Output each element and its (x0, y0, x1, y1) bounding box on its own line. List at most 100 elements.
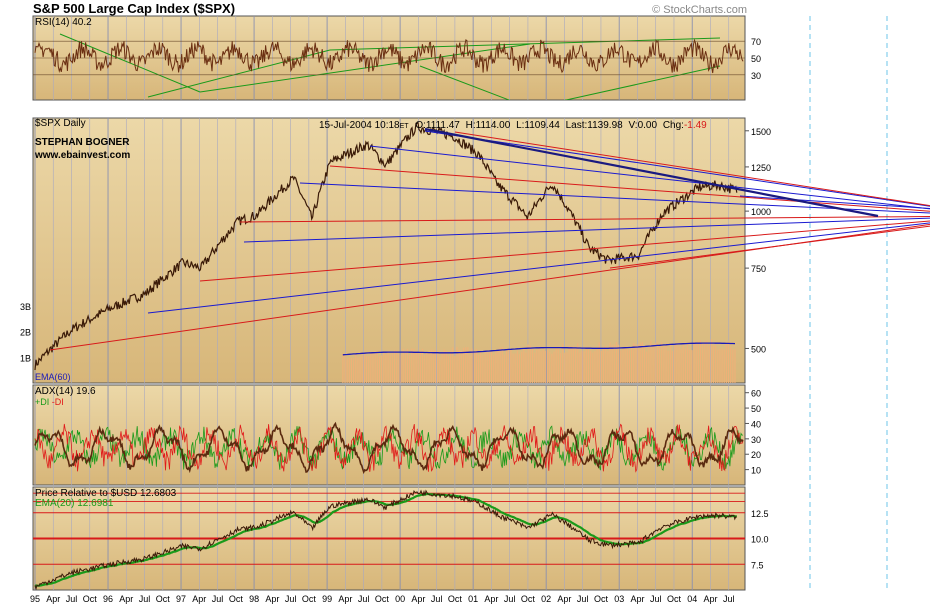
x-tick-label: 96 (103, 594, 113, 604)
rsi-line (34, 38, 744, 74)
rsi-tick-label: 50 (751, 54, 761, 64)
relative-tick-label: 10.0 (751, 535, 769, 545)
x-tick-label: Oct (521, 594, 536, 604)
price-axis: 1500 1250 1000 750 500 (745, 127, 771, 354)
rsi-trendline (329, 37, 721, 51)
red-trendline (609, 225, 930, 269)
x-tick-label: 02 (541, 594, 551, 604)
red-trendline (199, 220, 930, 282)
chart-title: S&P 500 Large Cap Index ($SPX) (33, 1, 235, 16)
relative-tick-label: 7.5 (751, 560, 764, 570)
x-tick-label: Jul (504, 594, 516, 604)
relative-levels: 12.5 10.0 7.5 (33, 492, 769, 570)
blue-trendline (299, 182, 930, 214)
relative-label: Price Relative to $USD 12.6803 (35, 488, 177, 499)
blue-trendline (243, 217, 930, 243)
red-trendline (329, 165, 930, 212)
volume-axis: 3B 2B 1B (20, 302, 31, 363)
volume-bars (342, 339, 736, 383)
x-tick-label: Jul (577, 594, 589, 604)
adx-tick-label: 50 (751, 404, 761, 414)
rsi-trendline (563, 65, 721, 100)
relative-line (34, 489, 738, 590)
x-tick-label: Jul (431, 594, 443, 604)
rsi-trendline (199, 43, 531, 93)
watermark: © StockCharts.com (652, 4, 747, 16)
rsi-label: RSI(14) 40.2 (35, 17, 92, 28)
x-tick-label: Apr (630, 594, 644, 604)
rsi-tick-label: 30 (751, 71, 761, 81)
main-trendline (424, 127, 879, 218)
x-tick-label: Jul (723, 594, 735, 604)
x-tick-label: Apr (557, 594, 571, 604)
adx-line (34, 421, 744, 475)
x-tick-label: Apr (192, 594, 206, 604)
x-tick-label: Apr (119, 594, 133, 604)
adx-tick-label: 10 (751, 466, 761, 476)
blue-trendline (739, 195, 930, 209)
price-panel-label: $SPX Daily (35, 118, 86, 129)
website-label: www.ebainvest.com (34, 150, 130, 161)
blue-trendline (424, 130, 930, 207)
volume-tick-label: 3B (20, 302, 31, 312)
adx-label: ADX(14) 19.6 (35, 386, 96, 397)
x-tick-label: Apr (46, 594, 60, 604)
future-dashed-lines (809, 16, 888, 590)
x-tick-label: Jul (139, 594, 151, 604)
x-tick-label: Oct (302, 594, 317, 604)
x-tick-label: Jul (212, 594, 224, 604)
x-tick-label: 00 (395, 594, 405, 604)
x-tick-label: 97 (176, 594, 186, 604)
x-tick-label: 98 (249, 594, 259, 604)
x-tick-label: Apr (703, 594, 717, 604)
red-trendline (239, 215, 930, 223)
x-tick-label: Oct (229, 594, 244, 604)
x-tick-label: Oct (83, 594, 98, 604)
adx-tick-label: 40 (751, 419, 761, 429)
x-tick-label: Apr (411, 594, 425, 604)
relative-tick-label: 12.5 (751, 509, 769, 519)
author-label: STEPHAN BOGNER (35, 137, 130, 148)
x-tick-label: Jul (650, 594, 662, 604)
x-tick-label: 99 (322, 594, 332, 604)
price-tick-label: 500 (751, 344, 766, 354)
blue-trendline (369, 145, 930, 210)
rsi-axis: 70 50 30 (33, 37, 761, 81)
x-tick-label: 95 (30, 594, 40, 604)
adx-tick-label: 30 (751, 435, 761, 445)
x-tick-label: Oct (448, 594, 463, 604)
x-tick-label: Apr (484, 594, 498, 604)
x-tick-label: Jul (358, 594, 370, 604)
x-tick-label: Oct (375, 594, 390, 604)
adx-axis: 60 50 40 30 20 10 (745, 389, 761, 476)
x-tick-label: 03 (614, 594, 624, 604)
x-axis: 95 Apr Jul Oct 96 Apr Jul Oct 97 Apr Jul Oct 98 Apr Ju… (30, 594, 735, 604)
red-trendline (454, 131, 930, 207)
ohlc-readout: 15-Jul-2004 10:18ET O:1111.47 H:1114.00 … (319, 120, 707, 131)
blue-trendline (147, 222, 930, 314)
relative-ema-line (34, 492, 737, 587)
price-tick-label: 1000 (751, 207, 771, 217)
price-tick-label: 1500 (751, 127, 771, 137)
adx-tick-label: 60 (751, 389, 761, 399)
rsi-trendline (419, 65, 511, 100)
x-tick-label: Jul (285, 594, 297, 604)
price-tick-label: 1250 (751, 163, 771, 173)
volume-tick-label: 2B (20, 328, 31, 338)
volume-tick-label: 1B (20, 353, 31, 363)
x-tick-label: Oct (594, 594, 609, 604)
price-tick-label: 750 (751, 264, 766, 274)
x-tick-label: Apr (338, 594, 352, 604)
x-tick-label: Apr (265, 594, 279, 604)
x-tick-label: 01 (468, 594, 478, 604)
x-tick-label: Oct (156, 594, 171, 604)
trendline-fan (49, 127, 930, 351)
rsi-tick-label: 70 (751, 37, 761, 47)
price-panel (32, 117, 746, 384)
x-tick-label: Oct (667, 594, 682, 604)
x-tick-label: 04 (687, 594, 697, 604)
volume-ema-line (342, 342, 736, 356)
x-tick-label: Jul (66, 594, 78, 604)
volume-ema-label: EMA(60) (35, 372, 71, 382)
